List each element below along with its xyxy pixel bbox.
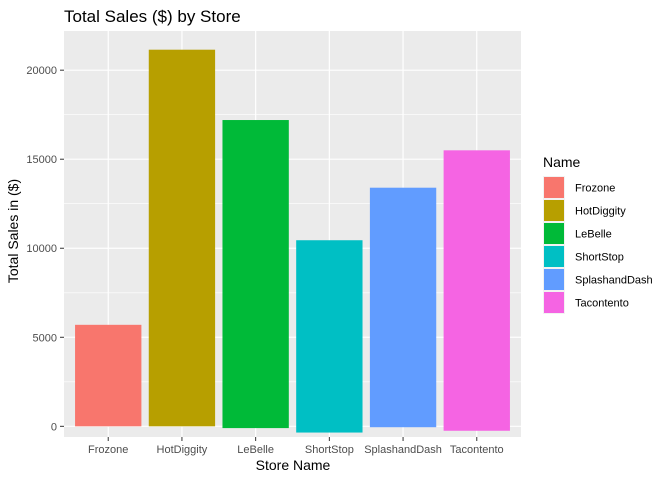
legend-swatch (544, 177, 564, 198)
legend-swatch (544, 292, 564, 313)
x-axis-title: Store Name (256, 457, 331, 473)
x-tick-label: LeBelle (237, 444, 274, 456)
bars (75, 49, 510, 433)
bar-splashanddash (369, 187, 437, 428)
y-tick-label: 5000 (33, 332, 57, 344)
x-tick-label: HotDiggity (157, 444, 208, 456)
legend-swatch (544, 200, 564, 221)
legend-label: Tacontento (575, 298, 629, 310)
bar-frozone (75, 324, 142, 427)
y-axis-title: Total Sales in ($) (5, 179, 21, 283)
y-tick-label: 20000 (26, 65, 57, 77)
legend-label: SplashandDash (575, 275, 653, 287)
bar-lebelle (222, 120, 289, 429)
bar-tacontento (443, 150, 510, 431)
x-axis: Frozone HotDiggity LeBelle ShortStop Splasha… (88, 437, 504, 456)
y-axis: 0 5000 10000 15000 20000 (26, 65, 64, 433)
legend-label: HotDiggity (575, 206, 626, 218)
chart-title: Total Sales ($) by Store (64, 7, 241, 26)
x-tick-label: Frozone (88, 444, 128, 456)
legend-label: Frozone (575, 183, 615, 195)
legend-title: Name (543, 154, 581, 170)
y-tick-label: 0 (51, 421, 57, 433)
bar-shortstop (296, 240, 363, 433)
y-tick-label: 15000 (26, 154, 57, 166)
legend-swatch (544, 269, 564, 290)
legend-swatch (544, 223, 564, 244)
bar-hotdiggity (148, 49, 216, 427)
legend-label: LeBelle (575, 229, 612, 241)
y-tick-label: 10000 (26, 243, 57, 255)
legend: Name Frozone HotDiggity LeBelle ShortStop Sp… (543, 154, 653, 314)
x-tick-label: Tacontento (450, 444, 504, 456)
x-tick-label: SplashandDash (364, 444, 442, 456)
legend-label: ShortStop (575, 252, 624, 264)
x-tick-label: ShortStop (305, 444, 354, 456)
legend-swatch (544, 246, 564, 267)
